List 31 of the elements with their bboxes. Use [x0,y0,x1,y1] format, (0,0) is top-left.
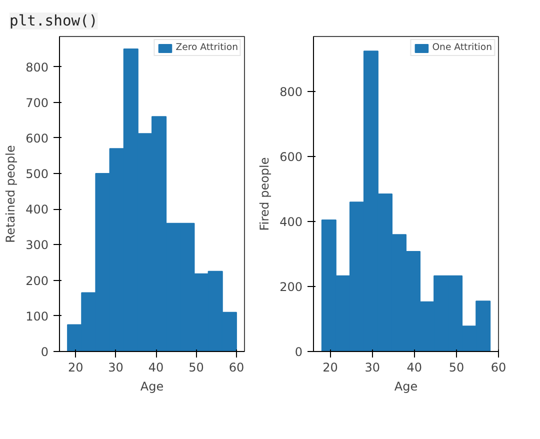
y-tick-label: 200 [26,274,48,288]
y-axis-title: Retained people [4,145,18,243]
x-tick-label: 40 [148,360,164,374]
x-tick-label: 50 [188,360,204,374]
x-axis-title: Age [140,380,164,394]
y-tick-label: 600 [26,131,48,146]
y-tick-label: 500 [26,167,48,182]
y-tick-label: 800 [26,60,48,74]
legend-label: Zero Attrition [176,42,238,53]
y-tick-label: 200 [280,280,302,294]
y-axis-title: Fired people [258,157,272,231]
x-tick-label: 30 [108,360,124,374]
y-tick-label: 700 [26,96,48,110]
y-tick-label: 300 [26,238,48,252]
y-tick-label: 400 [26,202,48,217]
y-tick-label: 0 [294,345,303,359]
y-tick-label: 100 [26,309,48,324]
x-tick-label: 50 [448,360,464,374]
text: plt.show() [10,12,98,30]
x-tick-label: 20 [322,360,338,374]
x-tick-label: 60 [490,360,506,374]
x-tick-label: 30 [364,360,380,374]
y-tick-label: 600 [280,150,302,164]
y-tick-label: 0 [40,345,49,359]
x-axis-title: Age [394,380,418,394]
y-tick-label: 400 [280,215,302,230]
x-tick-label: 40 [406,360,422,374]
legend-label: One Attrition [432,42,492,53]
x-tick-label: 60 [228,360,244,374]
x-tick-label: 20 [68,360,84,374]
y-tick-label: 800 [280,85,302,100]
